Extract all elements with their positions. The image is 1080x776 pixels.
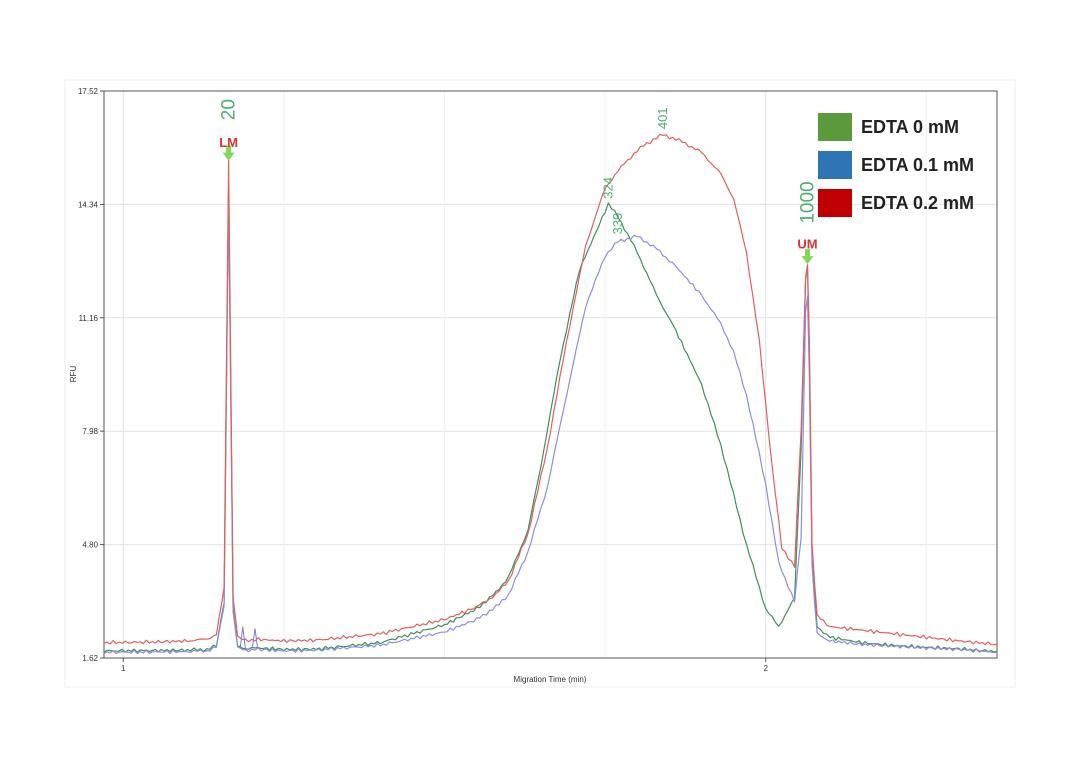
- peak-size-label: 324: [600, 177, 615, 199]
- minor-peak: [251, 628, 259, 649]
- y-axis-title: RFU: [69, 366, 78, 383]
- peak-size-label: 1000: [797, 181, 818, 223]
- marker-label: UM: [797, 237, 817, 252]
- y-tick-label: 17.52: [78, 87, 99, 96]
- legend-swatch: [818, 113, 852, 141]
- peak-size-label: 339: [610, 213, 625, 235]
- peak-size-label: 20: [219, 99, 240, 120]
- peak-annotations: 20 LM 324 339 401 1000 UM: [219, 99, 819, 252]
- marker-label: LM: [219, 135, 238, 150]
- series-lines: [103, 133, 998, 655]
- legend-label: EDTA 0.1 mM: [861, 155, 974, 175]
- minor-peak: [239, 626, 246, 649]
- legend-swatch: [818, 151, 852, 179]
- legend: EDTA 0 mM EDTA 0.1 mM EDTA 0.2 mM: [818, 113, 974, 217]
- figure-frame: [64, 79, 1016, 688]
- marker-arrow-head: [801, 256, 814, 265]
- y-tick-label: 7.98: [82, 427, 98, 436]
- x-axis-title: Migration Time (min): [514, 675, 587, 684]
- marker-arrow-shaft: [804, 249, 810, 258]
- peak-markers: [222, 145, 814, 265]
- legend-label: EDTA 0 mM: [861, 117, 959, 137]
- x-tick-label: 1: [121, 664, 126, 673]
- legend-label: EDTA 0.2 mM: [861, 193, 974, 213]
- x-tick-label: 2: [763, 664, 768, 673]
- y-tick-label: 11.16: [79, 314, 99, 323]
- series-line-1: [103, 191, 998, 655]
- axis-ticks: 1.62 4.80 7.98 11.16 14.34 17.52 1 2: [78, 87, 769, 673]
- legend-swatch: [818, 189, 852, 217]
- plot-area: [103, 90, 998, 659]
- y-tick-label: 4.80: [82, 541, 98, 550]
- series-line-0: [103, 187, 998, 653]
- marker-arrow-shaft: [226, 145, 232, 154]
- peak-size-label: 401: [655, 107, 670, 129]
- y-tick-label: 1.62: [82, 654, 98, 663]
- marker-arrow-head: [222, 152, 235, 161]
- y-tick-label: 14.34: [78, 200, 99, 209]
